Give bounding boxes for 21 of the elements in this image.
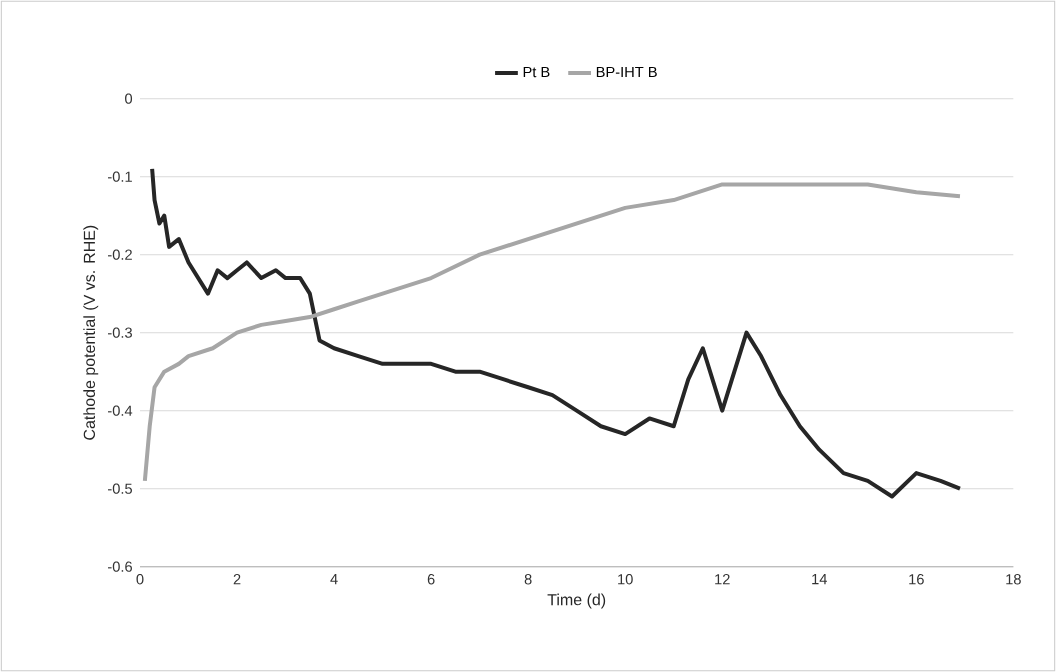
x-tick-label: 8 (524, 574, 532, 585)
x-tick-label: 16 (909, 574, 924, 585)
y-tick-label: -0.4 (108, 405, 133, 416)
y-tick-label: 0 (125, 93, 133, 104)
y-axis-title: Cathode potential (V vs. RHE) (83, 225, 99, 440)
x-tick-label: 14 (812, 574, 827, 585)
x-tick-label: 2 (233, 574, 241, 585)
x-tick-label: 4 (330, 574, 338, 585)
x-tick-label: 10 (618, 574, 633, 585)
y-tick-label: -0.5 (108, 483, 132, 494)
x-tick-label: 18 (1006, 574, 1021, 585)
legend-label: Pt B (523, 66, 550, 78)
x-tick-label: 0 (136, 574, 144, 585)
x-tick-label: 12 (715, 574, 730, 585)
legend-label: BP-IHT B (596, 66, 657, 78)
y-tick-label: -0.3 (108, 327, 132, 338)
x-tick-label: 6 (427, 574, 435, 585)
y-tick-label: -0.1 (108, 171, 132, 182)
y-tick-label: -0.2 (108, 249, 132, 260)
y-tick-label: -0.6 (108, 561, 132, 572)
x-axis-title: Time (d) (547, 593, 606, 609)
